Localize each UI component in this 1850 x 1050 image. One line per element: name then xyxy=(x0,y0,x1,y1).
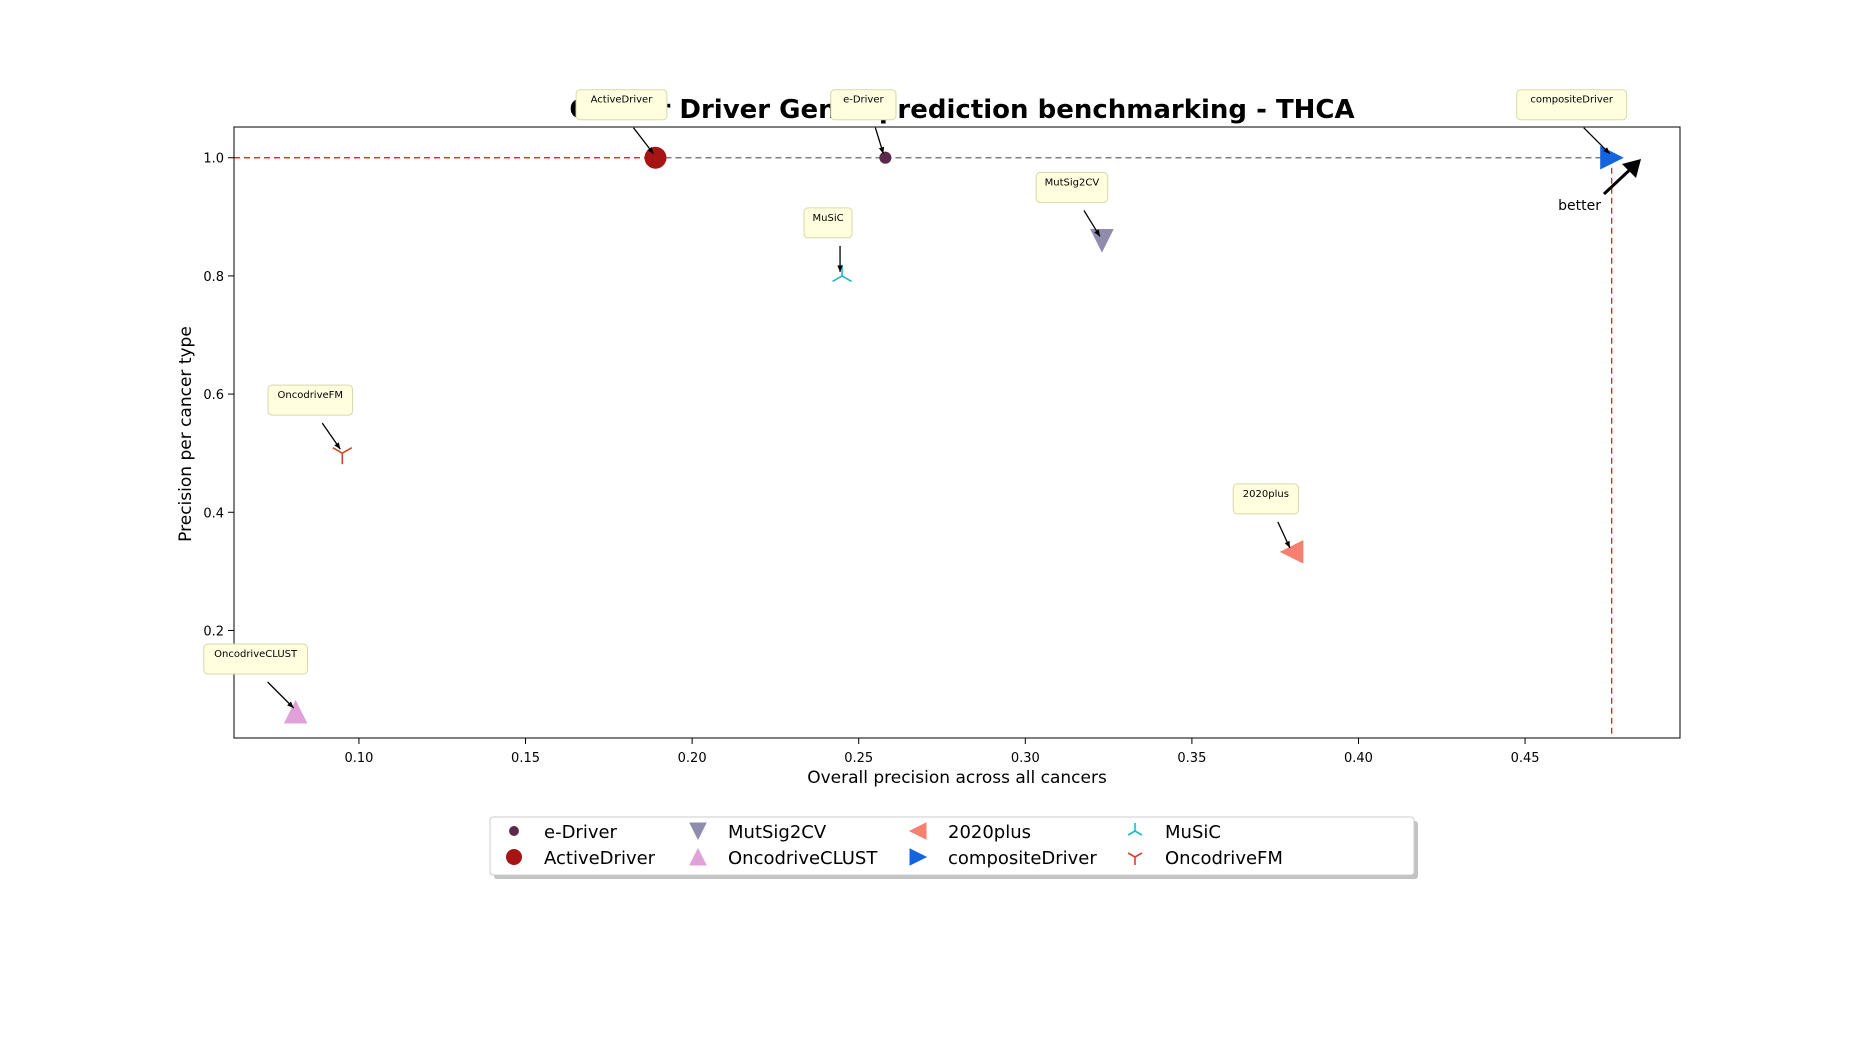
x-axis-ticks: 0.10 0.15 0.20 0.25 0.30 0.35 0.40 0.45 xyxy=(344,738,1540,766)
annotation-oncodriveclust: OncodriveCLUST xyxy=(203,643,308,709)
legend-label: compositeDriver xyxy=(948,848,1097,869)
annotation-activedriver: ActiveDriver xyxy=(575,89,668,155)
x-tick-label: 0.40 xyxy=(1344,751,1373,766)
legend-marker xyxy=(689,822,707,841)
annotation-2020plus: 2020plus xyxy=(1232,483,1299,549)
annotation-label: 2020plus xyxy=(1243,489,1289,500)
chart-title: Cancer Driver Genes prediction benchmark… xyxy=(569,95,1354,125)
point-2020plus xyxy=(1279,540,1304,564)
y-tick-label: 1.0 xyxy=(203,152,224,167)
legend-marker xyxy=(909,848,928,866)
annotation-label: MutSig2CV xyxy=(1045,177,1100,188)
y-axis-ticks: 0.2 0.4 0.6 0.8 1.0 xyxy=(203,152,234,639)
plot-frame xyxy=(233,126,1681,739)
x-tick-label: 0.10 xyxy=(344,751,373,766)
legend-label: e-Driver xyxy=(544,822,618,843)
point-oncodriveclust xyxy=(283,699,308,724)
legend-frame xyxy=(489,816,1415,876)
y-tick-label: 0.8 xyxy=(203,270,224,285)
legend-marker xyxy=(689,847,707,866)
legend-marker xyxy=(1127,852,1143,865)
legend-item-mutsig2cv: MutSig2CV xyxy=(689,822,827,843)
legend-label: 2020plus xyxy=(948,822,1031,843)
plot-layer xyxy=(234,145,1624,738)
annotation-e-driver: e-Driver xyxy=(830,89,897,154)
better-arrow-head xyxy=(1622,159,1641,178)
legend-item-2020plus: 2020plus xyxy=(908,822,1031,843)
point-mutsig2cv xyxy=(1090,228,1114,253)
legend-label: OncodriveFM xyxy=(1165,848,1283,869)
y-tick-label: 0.4 xyxy=(203,506,224,521)
annotation-music: MuSiC xyxy=(803,207,853,272)
annotation-label: compositeDriver xyxy=(1530,95,1614,106)
y-tick-label: 0.6 xyxy=(203,388,224,403)
legend-item-activedriver: ActiveDriver xyxy=(506,848,656,869)
better-indicator: better xyxy=(1558,159,1641,214)
x-tick-label: 0.45 xyxy=(1511,751,1540,766)
annotation-label: OncodriveCLUST xyxy=(214,649,298,660)
legend-label: MutSig2CV xyxy=(728,822,827,843)
annotation-mutsig2cv: MutSig2CV xyxy=(1035,171,1109,237)
legend-item-music: MuSiC xyxy=(1127,822,1221,843)
annotation-compositedriver: compositeDriver xyxy=(1516,89,1628,155)
x-tick-label: 0.30 xyxy=(1011,751,1040,766)
annotation-label: e-Driver xyxy=(843,95,884,106)
legend: e-Driver ActiveDriver MutSig2CV OncodriveCL… xyxy=(489,816,1418,879)
annotation-label: ActiveDriver xyxy=(591,95,654,106)
legend-item-oncodriveclust: OncodriveCLUST xyxy=(689,847,878,869)
legend-item-e-driver: e-Driver xyxy=(509,822,618,843)
legend-item-compositedriver: compositeDriver xyxy=(909,848,1097,869)
legend-marker xyxy=(908,822,927,840)
legend-label: ActiveDriver xyxy=(544,848,656,869)
point-e-driver xyxy=(879,151,892,164)
point-oncodrivefm xyxy=(332,446,353,465)
x-tick-label: 0.20 xyxy=(678,751,707,766)
y-tick-label: 0.2 xyxy=(203,624,224,639)
x-tick-label: 0.15 xyxy=(511,751,540,766)
x-axis-label: Overall precision across all cancers xyxy=(807,768,1107,788)
legend-marker xyxy=(1127,823,1143,836)
point-activedriver xyxy=(644,146,667,169)
x-tick-label: 0.35 xyxy=(1177,751,1206,766)
point-compositedriver xyxy=(1600,145,1624,170)
legend-label: MuSiC xyxy=(1165,822,1221,843)
better-label: better xyxy=(1558,198,1601,214)
legend-marker xyxy=(509,826,519,836)
legend-marker xyxy=(506,849,522,865)
x-tick-label: 0.25 xyxy=(844,751,873,766)
annotation-label: MuSiC xyxy=(813,213,844,224)
y-axis-label: Precision per cancer type xyxy=(176,326,196,542)
annotation-label: OncodriveFM xyxy=(278,390,344,401)
annotation-oncodrivefm: OncodriveFM xyxy=(267,384,353,450)
point-music xyxy=(832,264,852,283)
legend-item-oncodrivefm: OncodriveFM xyxy=(1127,848,1283,869)
point-annotations: e-Driver ActiveDriver MutSig2CV OncodriveCL… xyxy=(203,89,1628,709)
legend-label: OncodriveCLUST xyxy=(728,848,878,869)
